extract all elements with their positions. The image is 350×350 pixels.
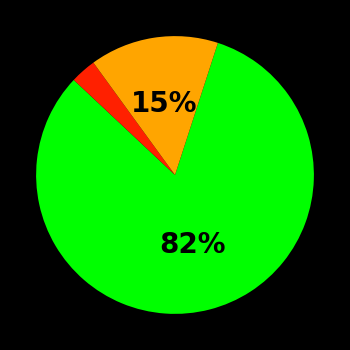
- Wedge shape: [93, 36, 218, 175]
- Wedge shape: [74, 63, 175, 175]
- Wedge shape: [36, 43, 314, 314]
- Text: 82%: 82%: [160, 231, 226, 259]
- Text: 15%: 15%: [131, 90, 197, 118]
